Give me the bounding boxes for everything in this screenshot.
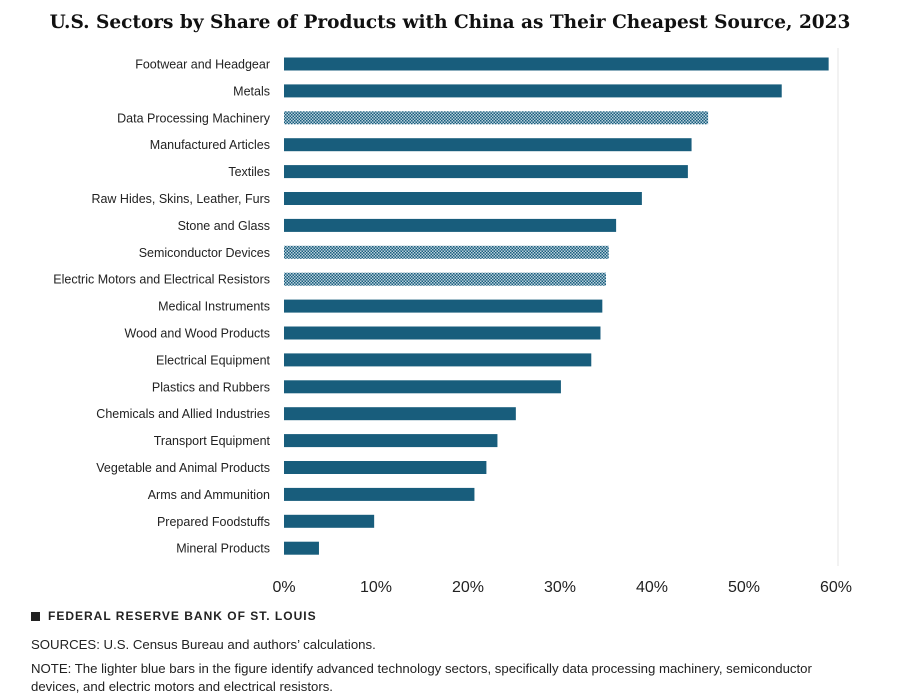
x-tick-label: 60% [820,579,852,596]
category-label: Transport Equipment [154,434,271,448]
chart-title: U.S. Sectors by Share of Products with C… [49,12,851,33]
bar [284,353,592,367]
bar [284,165,688,179]
bar [284,514,375,528]
bar [284,541,319,555]
bar [284,299,603,313]
bar [284,245,609,259]
x-tick-label: 40% [636,579,668,596]
category-label: Arms and Ammunition [148,488,270,502]
bar [284,138,692,152]
bar [284,461,487,474]
category-label: Medical Instruments [158,300,270,314]
bar [284,380,561,394]
sources-note: SOURCES: U.S. Census Bureau and authors’… [31,637,376,652]
category-label: Data Processing Machinery [117,111,271,125]
x-tick-label: 10% [360,579,392,596]
category-label: Textiles [228,165,270,179]
category-label: Stone and Glass [178,219,270,233]
category-label: Electrical Equipment [156,353,270,367]
bar [284,434,498,448]
bar-chart: Footwear and Headgear Metals Data Processi… [53,48,852,596]
category-label: Vegetable and Animal Products [96,461,270,475]
x-tick-label: 30% [544,579,576,596]
brand-footer: FEDERAL RESERVE BANK OF ST. LOUIS [31,609,317,623]
bar [284,272,606,286]
category-label: Manufactured Articles [150,138,270,152]
category-label: Prepared Foodstuffs [157,515,270,529]
category-label: Metals [233,84,270,98]
chart-note: NOTE: The lighter blue bars in the figur… [31,661,812,694]
category-label: Wood and Wood Products [125,327,270,341]
bar [284,487,475,501]
category-label: Raw Hides, Skins, Leather, Furs [91,192,270,206]
category-label: Chemicals and Allied Industries [96,407,270,421]
bar [284,192,642,205]
category-label: Footwear and Headgear [135,58,270,72]
category-label: Electric Motors and Electrical Resistors [53,273,270,287]
bar [284,57,829,71]
category-label: Mineral Products [176,542,270,556]
category-label: Semiconductor Devices [139,246,270,260]
x-tick-label: 50% [728,579,760,596]
bar [284,111,709,125]
bar [284,407,516,421]
category-label: Plastics and Rubbers [152,380,270,394]
x-tick-label: 20% [452,579,484,596]
bar [284,218,617,232]
bar [284,84,782,98]
brand-square-icon [31,611,40,621]
brand-name: FEDERAL RESERVE BANK OF ST. LOUIS [48,609,317,623]
bar [284,326,601,340]
x-tick-label: 0% [272,579,295,596]
